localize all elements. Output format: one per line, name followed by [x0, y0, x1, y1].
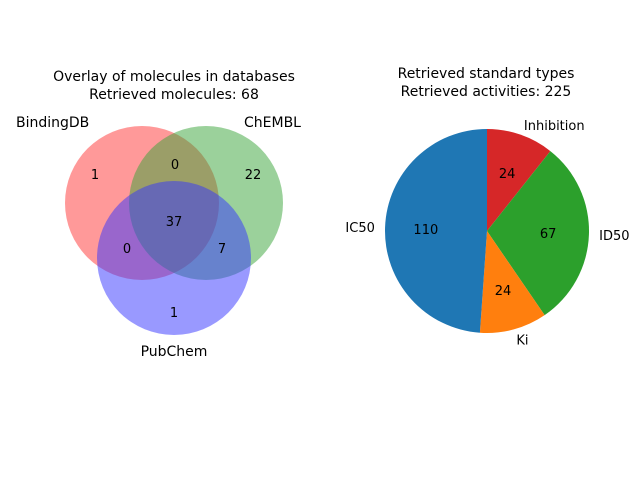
pie-slices: [384, 128, 589, 333]
venn-circle-pubchem: [97, 181, 251, 335]
venn-region-pubchem-only: 1: [170, 306, 178, 321]
venn-title-line2: Retrieved molecules: 68: [89, 87, 259, 103]
pie-title-line2: Retrieved activities: 225: [401, 84, 572, 100]
venn-region-chembl-pubchem: 7: [218, 242, 226, 257]
pie-title-line1: Retrieved standard types: [398, 66, 575, 82]
pie-value-label-ki: 24: [495, 284, 512, 299]
pie-slice-ic50: [384, 128, 487, 333]
pie-slice-id50: [487, 151, 589, 316]
venn-region-chembl-only: 22: [245, 168, 262, 183]
venn-title-line1: Overlay of molecules in databases: [53, 69, 295, 85]
pie-slice-inhibition: [487, 129, 551, 231]
pie-chart: Retrieved standard types Retrieved activ…: [345, 66, 629, 348]
venn-set-label-pubchem: PubChem: [141, 344, 208, 360]
pie-labels: 24 Inhibition 67 ID50 24 Ki 110 IC50: [345, 119, 629, 348]
pie-category-label-ki: Ki: [516, 333, 528, 348]
venn-region-all-three: 37: [166, 215, 183, 230]
venn-region-bindingdb-pubchem: 0: [123, 242, 131, 257]
venn-region-bindingdb-chembl: 0: [171, 158, 179, 173]
pie-value-label-inhibition: 24: [499, 167, 516, 182]
pie-slice-ki: [479, 231, 545, 333]
venn-chart: Overlay of molecules in databases Retrie…: [16, 69, 301, 360]
pie-value-label-ic50: 110: [413, 223, 438, 238]
pie-category-label-id50: ID50: [599, 229, 629, 244]
pie-category-label-ic50: IC50: [345, 221, 374, 236]
pie-value-label-id50: 67: [540, 227, 557, 242]
venn-region-bindingdb-only: 1: [91, 168, 99, 183]
venn-set-label-bindingdb: BindingDB: [16, 115, 89, 131]
venn-set-label-chembl: ChEMBL: [244, 115, 301, 131]
pie-category-label-inhibition: Inhibition: [524, 119, 585, 134]
